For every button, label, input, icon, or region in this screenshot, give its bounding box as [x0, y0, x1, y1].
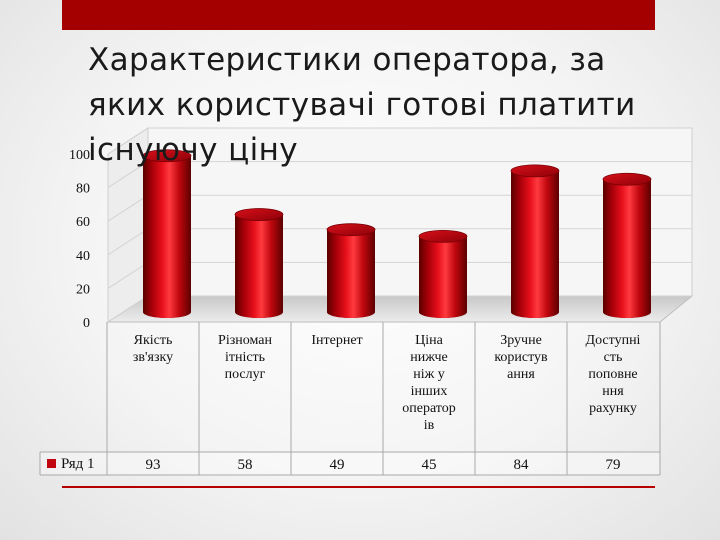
x-category-label: Ціна — [415, 333, 443, 348]
bar-bottom-curve — [511, 306, 559, 318]
gridline-side — [107, 161, 149, 189]
bar-top — [510, 164, 560, 178]
bar-top — [234, 208, 284, 221]
bars-layer — [142, 149, 652, 318]
x-category-label: Зручне — [500, 333, 542, 348]
y-tick-label: 20 — [76, 282, 90, 297]
bar — [326, 223, 376, 318]
gridline-side — [107, 228, 149, 256]
y-tick-label: 40 — [76, 249, 90, 264]
x-category-label: рахунку — [589, 401, 637, 416]
x-category-label: ів — [424, 418, 435, 433]
gridline-side — [107, 261, 149, 289]
bar-body — [235, 214, 283, 312]
data-value-label: 49 — [330, 457, 345, 473]
bar-top — [326, 223, 376, 237]
x-category-label: послуг — [225, 367, 266, 382]
y-tick-label: 80 — [76, 182, 90, 197]
x-category-label: ння — [602, 384, 624, 399]
y-tick-label: 60 — [76, 215, 90, 230]
bar-top — [602, 172, 652, 186]
bar-top — [418, 229, 468, 243]
x-category-label: Інтернет — [311, 333, 362, 348]
x-category-label: користув — [494, 350, 548, 365]
bar-bottom-curve — [419, 306, 467, 318]
bar — [510, 164, 560, 318]
page-title: Характеристики оператора, за яких корист… — [88, 42, 636, 168]
gridline-side — [107, 127, 149, 155]
data-value-label: 45 — [422, 457, 437, 473]
x-category-label: поповне — [588, 367, 637, 382]
data-value-label: 93 — [146, 457, 161, 473]
x-category-label: сть — [604, 350, 623, 365]
data-value-label: 84 — [514, 457, 530, 473]
data-value-label: 58 — [238, 457, 253, 473]
x-category-label: Доступні — [586, 333, 641, 348]
x-category-label: ітність — [225, 350, 265, 365]
x-category-label: ніж у — [413, 367, 445, 382]
top-accent-bar — [62, 0, 655, 30]
gridline-side — [107, 295, 149, 323]
x-category-label: зв'язку — [133, 350, 173, 365]
data-table: Якість зв'язку Різноман ітність послуг Інтерн… — [39, 322, 661, 476]
bar — [602, 172, 652, 318]
x-category-label: ання — [507, 367, 535, 382]
bar-top — [142, 149, 192, 163]
x-category-label: Різноман — [218, 333, 272, 348]
table-value-row — [40, 452, 660, 475]
bar-body — [511, 170, 559, 312]
legend-key — [47, 459, 56, 468]
bar — [234, 208, 284, 318]
bottom-rule — [62, 486, 655, 488]
x-category-label: інших — [411, 384, 448, 399]
bar-bottom-curve — [235, 306, 283, 318]
bar-bottom-curve — [143, 306, 191, 318]
y-tick-label: 100 — [69, 148, 90, 163]
gridline-side — [107, 194, 149, 222]
bar-body — [603, 179, 651, 312]
x-category-label: нижче — [410, 350, 448, 365]
bar-body — [143, 155, 191, 312]
bar-bottom-curve — [603, 306, 651, 318]
x-category-label: Якість — [134, 333, 173, 348]
bar — [142, 149, 192, 318]
bar-body — [327, 229, 375, 312]
legend-label: Ряд 1 — [61, 456, 95, 472]
bar — [418, 229, 468, 318]
bar-body — [419, 236, 467, 312]
x-category-label: оператор — [402, 401, 456, 416]
y-tick-label: 0 — [83, 316, 90, 331]
bar-bottom-curve — [327, 306, 375, 318]
data-value-label: 79 — [606, 457, 621, 473]
